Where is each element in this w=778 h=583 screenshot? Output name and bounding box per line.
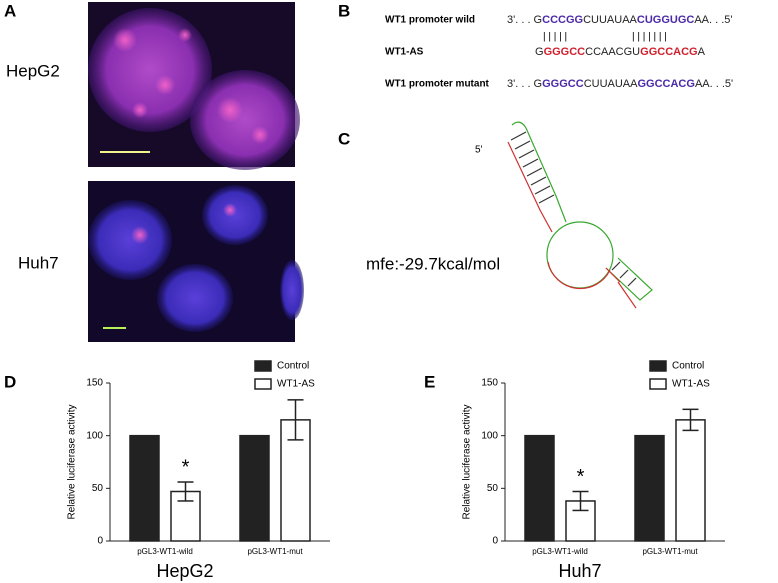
sequence-segment: GGCCACG [637, 78, 694, 90]
sequence: GGGGCCCCAACGUGGCCACGA [535, 46, 706, 58]
legend-swatch [254, 378, 272, 390]
chart-title: HepG2 [156, 561, 213, 581]
sequence-segment: CUGGUGC [637, 14, 695, 26]
rna-structure [507, 121, 653, 309]
sequence-segment: GGGCC [542, 78, 584, 90]
panel-letter: A [4, 1, 16, 20]
cell-label: Huh7 [18, 253, 59, 272]
error-bar [287, 399, 304, 441]
bar [675, 419, 706, 542]
bar [634, 434, 665, 542]
end-label: 5' [475, 145, 483, 156]
y-tick-label: 100 [481, 430, 498, 441]
sequence-segment: CCCGG [542, 14, 583, 26]
error-bar [682, 408, 699, 432]
significance: * [577, 466, 585, 488]
y-tick-label: 0 [97, 536, 103, 547]
y-axis-label: Relative luciferase activity [462, 404, 473, 519]
sequence-segment: 3'. . . G [507, 14, 542, 26]
error-bar [572, 490, 589, 512]
pairing-marks: | | | | | | | [632, 32, 667, 43]
panel-letter: E [424, 372, 435, 391]
chart-title: Huh7 [558, 561, 601, 581]
bar [129, 434, 160, 542]
charts: D 0 50 100 150 Relative luciferase activity He… [4, 360, 725, 581]
sequence-segment: CUUAUAA [583, 14, 637, 26]
pairing-marks: | | | | | [543, 32, 567, 43]
panel-letter: B [338, 1, 350, 20]
panel-letter: C [338, 129, 350, 148]
sequence-segment: G [535, 46, 544, 58]
y-tick-label: 100 [86, 430, 103, 441]
y-tick-label: 150 [86, 378, 103, 389]
y-tick-label: 50 [487, 483, 499, 494]
cell-label: HepG2 [6, 61, 60, 80]
significance: * [182, 456, 190, 478]
y-tick-label: 150 [481, 378, 498, 389]
bar [239, 434, 270, 542]
sequence: 3'. . . GCCCGGCUUAUAACUGGUGCAA. . .5' [507, 14, 733, 26]
sequence: 3'. . . GGGGCCCUUAUAAGGCCACGAA. . .5' [507, 78, 733, 90]
panel-letter: D [4, 372, 16, 391]
sequence-segment: 3'. . . G [507, 78, 542, 90]
row-label: WT1 promoter wild [385, 15, 475, 26]
legend-label: Control [277, 361, 309, 372]
legend-label: WT1-AS [672, 379, 710, 390]
y-axis-label: Relative luciferase activity [67, 404, 78, 519]
x-tick-label: pGL3-WT1-wild [532, 547, 588, 556]
micrograph-hepg2 [88, 2, 300, 170]
legend-swatch [649, 378, 667, 390]
x-tick-label: pGL3-WT1-mut [247, 547, 303, 556]
sequence-segment: AA. . .5' [695, 78, 733, 90]
micrograph-huh7 [88, 181, 304, 342]
y-tick-label: 50 [92, 483, 104, 494]
row-label: WT1 promoter mutant [385, 79, 490, 90]
row-label: WT1-AS [385, 47, 424, 58]
sequence-segment: GGGCC [544, 46, 586, 58]
legend-label: Control [672, 361, 704, 372]
legend-label: WT1-AS [277, 379, 315, 390]
sequence-segment: CCAACGU [585, 46, 640, 58]
x-tick-label: pGL3-WT1-wild [137, 547, 193, 556]
error-bar [177, 481, 194, 502]
mfe-label: mfe:-29.7kcal/mol [366, 254, 500, 273]
sequence-segment: A [698, 46, 706, 58]
x-tick-label: pGL3-WT1-mut [642, 547, 698, 556]
bar [524, 434, 555, 542]
legend-swatch [254, 360, 272, 372]
sequence-segment: AA. . .5' [694, 14, 732, 26]
legend-swatch [649, 360, 667, 372]
sequence-segment: CUUAUAA [584, 78, 638, 90]
sequences: WT1 promoter wild 3'. . . GCCCGGCUUAUAACU… [385, 14, 733, 90]
sequence-segment: GGCCACG [640, 46, 697, 58]
y-tick-label: 0 [492, 536, 498, 547]
